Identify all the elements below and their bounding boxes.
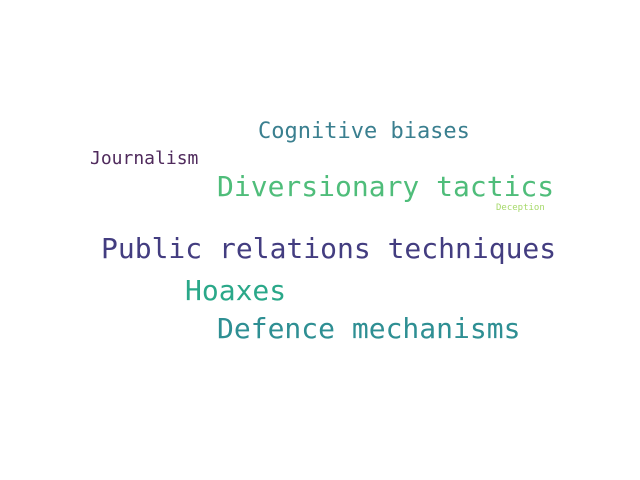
word-deception: Deception <box>496 203 545 213</box>
word-journalism: Journalism <box>90 148 199 169</box>
word-diversionary-tactics: Diversionary tactics <box>217 170 555 203</box>
word-hoaxes: Hoaxes <box>185 274 287 307</box>
word-public-relations-techniques: Public relations techniques <box>101 232 557 265</box>
word-cognitive-biases: Cognitive biases <box>258 119 470 144</box>
word-defence-mechanisms: Defence mechanisms <box>217 312 521 345</box>
